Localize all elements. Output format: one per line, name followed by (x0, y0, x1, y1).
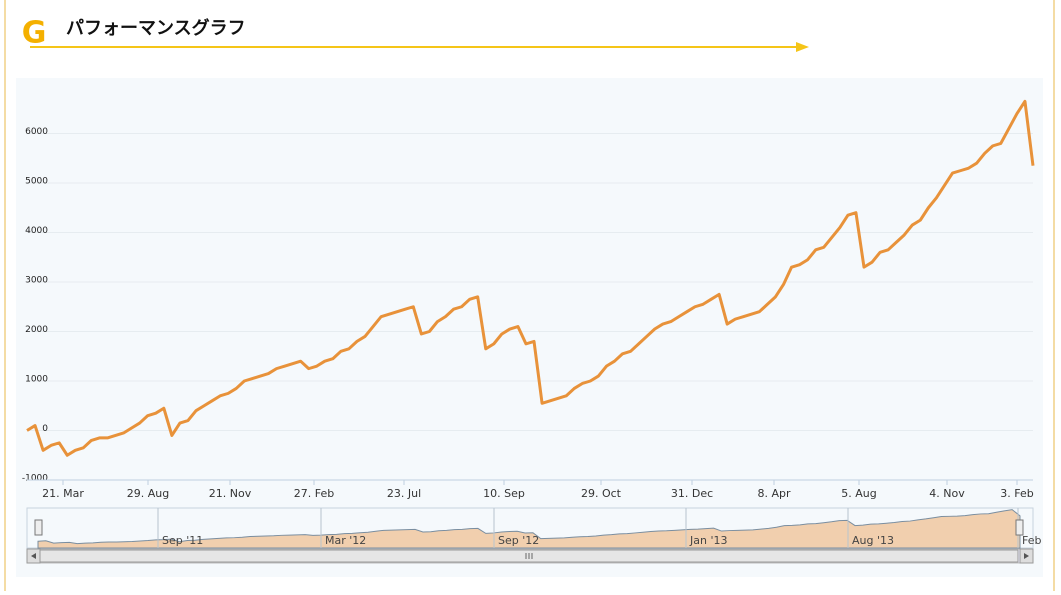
x-tick-label: 3. Feb (1000, 487, 1033, 500)
y-tick-label: 2000 (25, 325, 48, 335)
navigator-area (37, 509, 1021, 549)
x-tick-label: 5. Aug (841, 487, 876, 500)
x-tick-label: 23. Jul (387, 487, 421, 500)
y-tick-label: 4000 (25, 226, 48, 236)
navigator-label: Sep '12 (498, 534, 539, 547)
y-tick-label: -1000 (22, 474, 48, 484)
y-tick-label: 5000 (25, 177, 48, 187)
navigator-label: Sep '11 (162, 534, 203, 547)
header-arrow (796, 42, 809, 52)
x-tick-label: 31. Dec (671, 487, 713, 500)
navigator-handle-left (34, 519, 43, 536)
scroll-right-arrow (1024, 553, 1029, 559)
navigator-label: Feb (1022, 534, 1041, 547)
y-tick-label: 1000 (25, 375, 48, 385)
x-tick-label: 27. Feb (294, 487, 334, 500)
scroll-left-arrow (31, 553, 36, 559)
navigator-label: Aug '13 (852, 534, 894, 547)
chart: -1000 0 1000 2000 3000 4000 5000 6000 21. Mar 29.… (22, 99, 1041, 564)
y-tick-label: 3000 (25, 276, 48, 286)
x-tick-label: 10. Sep (483, 487, 525, 500)
header-title: パフォーマンスグラフ (66, 17, 246, 39)
navigator-label: Mar '12 (325, 534, 366, 547)
y-tick-label: 6000 (25, 127, 48, 137)
x-tick-label: 4. Nov (929, 487, 965, 500)
x-tick-label: 29. Oct (581, 487, 622, 500)
series-line (26, 99, 1035, 457)
x-tick-label: 29. Aug (127, 487, 169, 500)
y-tick-label: 0 (42, 424, 48, 434)
navigator-label: Jan '13 (689, 534, 727, 547)
header-icon: G (22, 16, 47, 51)
x-tick-label: 21. Mar (42, 487, 84, 500)
x-tick-label: 21. Nov (209, 487, 252, 500)
x-tick-label: 8. Apr (757, 487, 790, 500)
chart-background (16, 78, 1043, 577)
navigator-handle-right (1015, 519, 1024, 536)
